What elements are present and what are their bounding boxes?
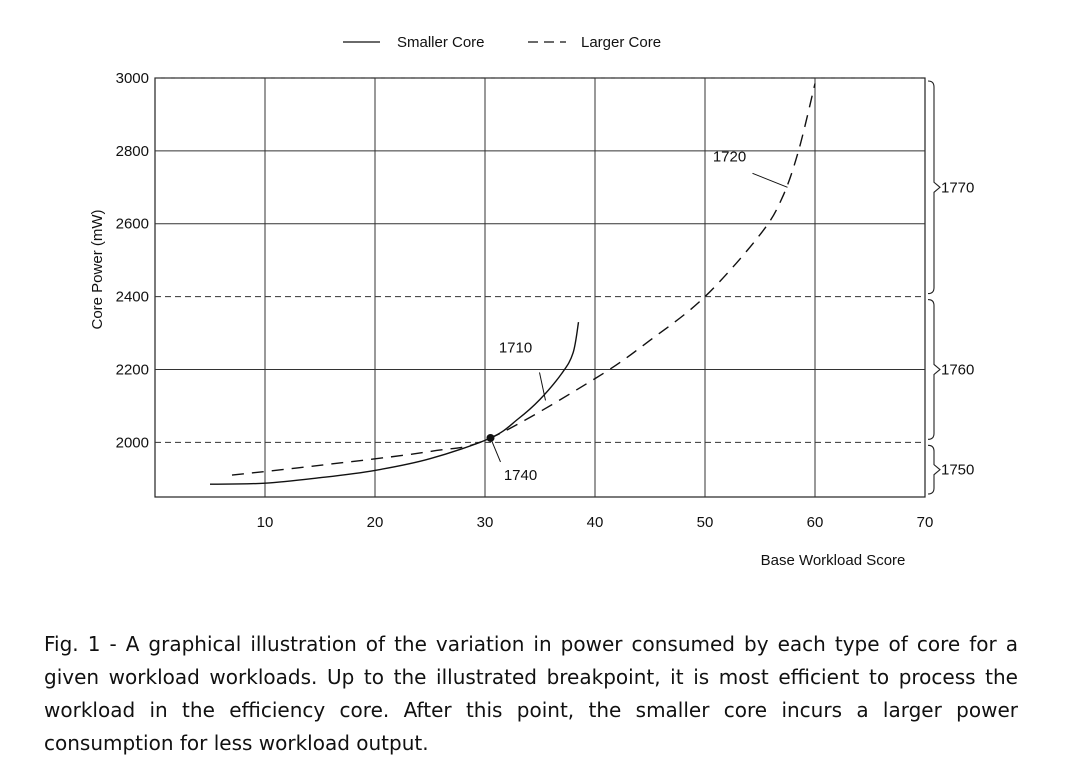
y-tick-label: 2000: [116, 434, 149, 451]
annotation-leader-1720: [752, 172, 788, 188]
x-tick-label: 20: [367, 514, 384, 531]
annotation-leader-1710: [539, 372, 546, 401]
x-tick-label: 30: [477, 514, 494, 531]
chart-figure: 10 20 30 40 50 60 70 2000 2200 2400 2600 2800 3000 Ba…: [89, 34, 974, 569]
annotation-leader-1740: [490, 437, 501, 463]
bracket-1770: [927, 80, 941, 295]
annotations: 1710 1720 1740: [490, 148, 788, 484]
x-tick-label: 70: [917, 514, 934, 531]
bracket-1750: [927, 444, 941, 495]
figure-caption: Fig. 1 - A graphical illustration of the…: [44, 632, 1018, 755]
range-brackets: 1770 1760 1750: [927, 80, 974, 495]
larger-core-line: [231, 83, 816, 476]
power-vs-workload-chart: 10 20 30 40 50 60 70 2000 2200 2400 2600 2800 3000 Ba…: [89, 34, 974, 569]
bracket-label-1770: 1770: [941, 179, 974, 196]
y-tick-label: 2200: [116, 361, 149, 378]
bracket-1760: [927, 299, 941, 440]
plot-frame: [154, 77, 926, 498]
series: [209, 83, 816, 485]
legend-label-smaller: Smaller Core: [397, 34, 485, 51]
annotation-label-1720: 1720: [713, 148, 746, 165]
y-tick-label: 2600: [116, 216, 149, 233]
grid: [154, 77, 926, 498]
y-tick-label: 2800: [116, 143, 149, 160]
annotation-label-1710: 1710: [499, 339, 532, 356]
x-axis-title: Base Workload Score: [761, 552, 906, 569]
annotation-label-1740: 1740: [504, 467, 537, 484]
x-tick-label: 60: [807, 514, 824, 531]
x-tick-label: 10: [257, 514, 274, 531]
x-tick-label: 40: [587, 514, 604, 531]
y-axis-title: Core Power (mW): [89, 209, 106, 329]
bracket-label-1760: 1760: [941, 361, 974, 378]
y-tick-label: 2400: [116, 289, 149, 306]
legend-label-larger: Larger Core: [581, 34, 661, 51]
legend: Smaller Core Larger Core: [343, 34, 661, 51]
axes: 10 20 30 40 50 60 70 2000 2200 2400 2600 2800 3000 Ba…: [89, 70, 933, 569]
x-tick-label: 50: [697, 514, 714, 531]
y-tick-label: 3000: [116, 70, 149, 87]
bracket-label-1750: 1750: [941, 462, 974, 479]
